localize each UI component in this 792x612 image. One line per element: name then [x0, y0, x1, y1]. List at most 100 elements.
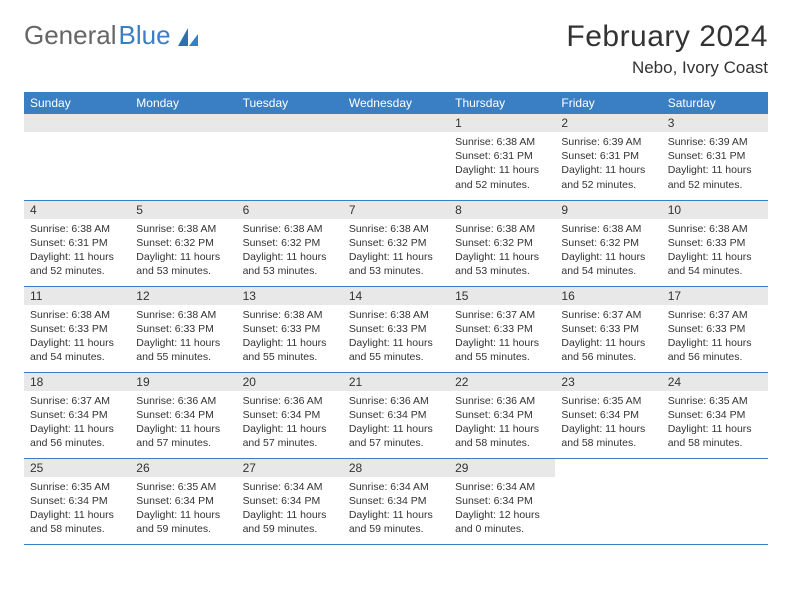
day-cell: 26Sunrise: 6:35 AMSunset: 6:34 PMDayligh…	[130, 458, 236, 544]
day-number: 23	[555, 373, 661, 391]
day-data: Sunrise: 6:36 AMSunset: 6:34 PMDaylight:…	[130, 391, 236, 457]
day-data: Sunrise: 6:36 AMSunset: 6:34 PMDaylight:…	[449, 391, 555, 457]
day-number: 13	[237, 287, 343, 305]
calendar-body: 1Sunrise: 6:38 AMSunset: 6:31 PMDaylight…	[24, 114, 768, 544]
day-cell: 23Sunrise: 6:35 AMSunset: 6:34 PMDayligh…	[555, 372, 661, 458]
day-number: 25	[24, 459, 130, 477]
day-data: Sunrise: 6:37 AMSunset: 6:33 PMDaylight:…	[662, 305, 768, 371]
day-data: Sunrise: 6:38 AMSunset: 6:32 PMDaylight:…	[343, 219, 449, 285]
day-data: Sunrise: 6:38 AMSunset: 6:33 PMDaylight:…	[130, 305, 236, 371]
day-data: Sunrise: 6:37 AMSunset: 6:33 PMDaylight:…	[555, 305, 661, 371]
day-cell: 28Sunrise: 6:34 AMSunset: 6:34 PMDayligh…	[343, 458, 449, 544]
day-data: Sunrise: 6:37 AMSunset: 6:33 PMDaylight:…	[449, 305, 555, 371]
day-data: Sunrise: 6:38 AMSunset: 6:32 PMDaylight:…	[130, 219, 236, 285]
day-number: 5	[130, 201, 236, 219]
day-data: Sunrise: 6:38 AMSunset: 6:33 PMDaylight:…	[237, 305, 343, 371]
day-number: 6	[237, 201, 343, 219]
day-number: 2	[555, 114, 661, 132]
day-data: Sunrise: 6:36 AMSunset: 6:34 PMDaylight:…	[237, 391, 343, 457]
day-data: Sunrise: 6:35 AMSunset: 6:34 PMDaylight:…	[662, 391, 768, 457]
day-cell: 29Sunrise: 6:34 AMSunset: 6:34 PMDayligh…	[449, 458, 555, 544]
weekday-header: Friday	[555, 92, 661, 114]
logo-sail-icon	[176, 26, 200, 48]
day-number: 24	[662, 373, 768, 391]
day-number: 26	[130, 459, 236, 477]
header: GeneralBlue February 2024 Nebo, Ivory Co…	[24, 20, 768, 78]
day-data: Sunrise: 6:38 AMSunset: 6:33 PMDaylight:…	[24, 305, 130, 371]
calendar-row: 25Sunrise: 6:35 AMSunset: 6:34 PMDayligh…	[24, 458, 768, 544]
weekday-header: Saturday	[662, 92, 768, 114]
day-cell: 8Sunrise: 6:38 AMSunset: 6:32 PMDaylight…	[449, 200, 555, 286]
day-number: 8	[449, 201, 555, 219]
title-block: February 2024 Nebo, Ivory Coast	[566, 20, 768, 78]
day-number: 18	[24, 373, 130, 391]
day-data: Sunrise: 6:34 AMSunset: 6:34 PMDaylight:…	[343, 477, 449, 543]
day-cell: 9Sunrise: 6:38 AMSunset: 6:32 PMDaylight…	[555, 200, 661, 286]
day-data: Sunrise: 6:39 AMSunset: 6:31 PMDaylight:…	[555, 132, 661, 198]
day-cell: 22Sunrise: 6:36 AMSunset: 6:34 PMDayligh…	[449, 372, 555, 458]
day-number: 15	[449, 287, 555, 305]
day-cell: 16Sunrise: 6:37 AMSunset: 6:33 PMDayligh…	[555, 286, 661, 372]
day-cell: 11Sunrise: 6:38 AMSunset: 6:33 PMDayligh…	[24, 286, 130, 372]
day-number: 29	[449, 459, 555, 477]
day-data: Sunrise: 6:35 AMSunset: 6:34 PMDaylight:…	[130, 477, 236, 543]
logo: GeneralBlue	[24, 20, 200, 51]
day-cell: 6Sunrise: 6:38 AMSunset: 6:32 PMDaylight…	[237, 200, 343, 286]
day-number: 10	[662, 201, 768, 219]
day-data: Sunrise: 6:38 AMSunset: 6:33 PMDaylight:…	[343, 305, 449, 371]
day-number: 16	[555, 287, 661, 305]
weekday-header-row: SundayMondayTuesdayWednesdayThursdayFrid…	[24, 92, 768, 114]
empty-cell	[237, 114, 343, 200]
day-data: Sunrise: 6:38 AMSunset: 6:33 PMDaylight:…	[662, 219, 768, 285]
day-cell: 15Sunrise: 6:37 AMSunset: 6:33 PMDayligh…	[449, 286, 555, 372]
day-number: 11	[24, 287, 130, 305]
day-cell: 4Sunrise: 6:38 AMSunset: 6:31 PMDaylight…	[24, 200, 130, 286]
calendar-row: 11Sunrise: 6:38 AMSunset: 6:33 PMDayligh…	[24, 286, 768, 372]
day-number: 9	[555, 201, 661, 219]
empty-cell	[343, 114, 449, 200]
day-data: Sunrise: 6:34 AMSunset: 6:34 PMDaylight:…	[237, 477, 343, 543]
day-cell: 27Sunrise: 6:34 AMSunset: 6:34 PMDayligh…	[237, 458, 343, 544]
day-data: Sunrise: 6:38 AMSunset: 6:32 PMDaylight:…	[555, 219, 661, 285]
day-data: Sunrise: 6:36 AMSunset: 6:34 PMDaylight:…	[343, 391, 449, 457]
day-cell: 3Sunrise: 6:39 AMSunset: 6:31 PMDaylight…	[662, 114, 768, 200]
day-data: Sunrise: 6:35 AMSunset: 6:34 PMDaylight:…	[24, 477, 130, 543]
day-number: 1	[449, 114, 555, 132]
location: Nebo, Ivory Coast	[566, 58, 768, 78]
day-cell: 7Sunrise: 6:38 AMSunset: 6:32 PMDaylight…	[343, 200, 449, 286]
day-cell: 21Sunrise: 6:36 AMSunset: 6:34 PMDayligh…	[343, 372, 449, 458]
day-cell: 5Sunrise: 6:38 AMSunset: 6:32 PMDaylight…	[130, 200, 236, 286]
day-data: Sunrise: 6:38 AMSunset: 6:32 PMDaylight:…	[237, 219, 343, 285]
day-number: 20	[237, 373, 343, 391]
day-number: 7	[343, 201, 449, 219]
calendar-row: 18Sunrise: 6:37 AMSunset: 6:34 PMDayligh…	[24, 372, 768, 458]
day-number: 19	[130, 373, 236, 391]
day-number: 14	[343, 287, 449, 305]
empty-cell	[662, 458, 768, 544]
day-number: 28	[343, 459, 449, 477]
empty-cell	[24, 114, 130, 200]
empty-daynum	[237, 114, 343, 132]
day-cell: 25Sunrise: 6:35 AMSunset: 6:34 PMDayligh…	[24, 458, 130, 544]
month-title: February 2024	[566, 20, 768, 54]
day-number: 4	[24, 201, 130, 219]
day-data: Sunrise: 6:35 AMSunset: 6:34 PMDaylight:…	[555, 391, 661, 457]
empty-cell	[130, 114, 236, 200]
day-cell: 17Sunrise: 6:37 AMSunset: 6:33 PMDayligh…	[662, 286, 768, 372]
day-data: Sunrise: 6:39 AMSunset: 6:31 PMDaylight:…	[662, 132, 768, 198]
day-data: Sunrise: 6:38 AMSunset: 6:31 PMDaylight:…	[449, 132, 555, 198]
empty-cell	[555, 458, 661, 544]
day-data: Sunrise: 6:38 AMSunset: 6:32 PMDaylight:…	[449, 219, 555, 285]
weekday-header: Thursday	[449, 92, 555, 114]
calendar-table: SundayMondayTuesdayWednesdayThursdayFrid…	[24, 92, 768, 545]
day-number: 27	[237, 459, 343, 477]
empty-daynum	[343, 114, 449, 132]
calendar-row: 1Sunrise: 6:38 AMSunset: 6:31 PMDaylight…	[24, 114, 768, 200]
day-number: 3	[662, 114, 768, 132]
day-cell: 18Sunrise: 6:37 AMSunset: 6:34 PMDayligh…	[24, 372, 130, 458]
day-number: 22	[449, 373, 555, 391]
day-cell: 12Sunrise: 6:38 AMSunset: 6:33 PMDayligh…	[130, 286, 236, 372]
weekday-header: Tuesday	[237, 92, 343, 114]
day-data: Sunrise: 6:37 AMSunset: 6:34 PMDaylight:…	[24, 391, 130, 457]
logo-text-general: General	[24, 20, 117, 51]
